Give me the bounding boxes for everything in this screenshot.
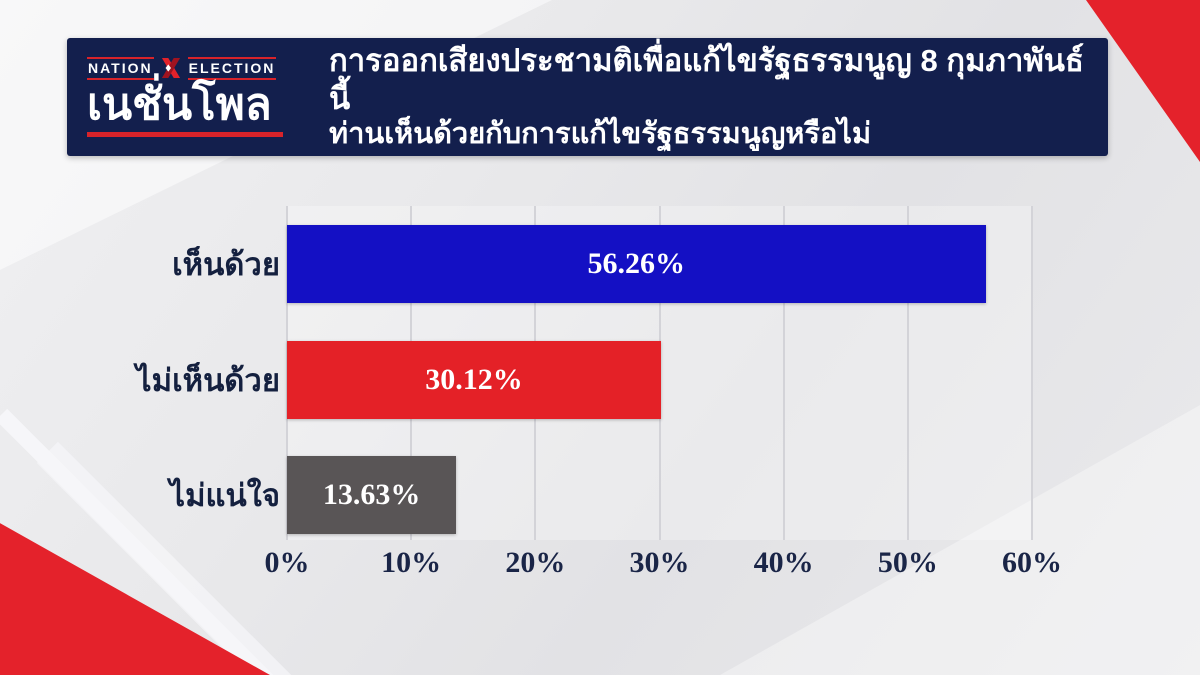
gridline bbox=[1031, 206, 1033, 540]
brand-red-underline bbox=[87, 132, 283, 138]
x-axis-tick-label: 0% bbox=[264, 546, 310, 579]
bar: 30.12% bbox=[287, 341, 661, 419]
category-label: เห็นด้วย bbox=[172, 247, 280, 282]
bar: 13.63% bbox=[287, 456, 457, 534]
bar-value-label: 30.12% bbox=[425, 363, 523, 396]
gridline bbox=[906, 206, 909, 540]
x-axis-tick-label: 30% bbox=[629, 546, 690, 579]
poll-question-line2: ท่านเห็นด้วยกับการแก้ไขรัฐธรรมนูญหรือไม่ bbox=[329, 117, 872, 150]
x-axis-tick-label: 10% bbox=[381, 546, 442, 579]
poll-question: การออกเสียงประชามติเพื่อแก้ไขรัฐธรรมนูญ … bbox=[319, 42, 1108, 151]
gridline bbox=[782, 206, 785, 540]
poll-question-line1: การออกเสียงประชามติเพื่อแก้ไขรัฐธรรมนูญ … bbox=[329, 43, 1084, 116]
brand-name-thai: เนชั่นโพล bbox=[87, 80, 272, 130]
category-label: ไม่เห็นด้วย bbox=[136, 363, 280, 398]
category-label: ไม่แน่ใจ bbox=[169, 478, 281, 513]
brand-logo: NATION ELECTION เนชั่นโพล bbox=[67, 56, 319, 138]
x-cross-icon bbox=[161, 58, 180, 79]
x-axis-tick-label: 20% bbox=[505, 546, 566, 579]
header-panel: NATION ELECTION เนชั่นโพล การออกเสียงประ… bbox=[67, 38, 1108, 156]
bar-value-label: 56.26% bbox=[587, 247, 686, 280]
x-axis-tick-label: 60% bbox=[1002, 546, 1062, 579]
brand-word-election: ELECTION bbox=[187, 56, 277, 81]
bar: 56.26% bbox=[287, 225, 986, 303]
bar-value-label: 13.63% bbox=[322, 478, 421, 511]
brand-logo-top-row: NATION ELECTION bbox=[87, 56, 277, 81]
x-axis-tick-label: 50% bbox=[877, 546, 938, 579]
x-axis-tick-label: 40% bbox=[753, 546, 814, 579]
brand-word-nation: NATION bbox=[87, 56, 154, 81]
